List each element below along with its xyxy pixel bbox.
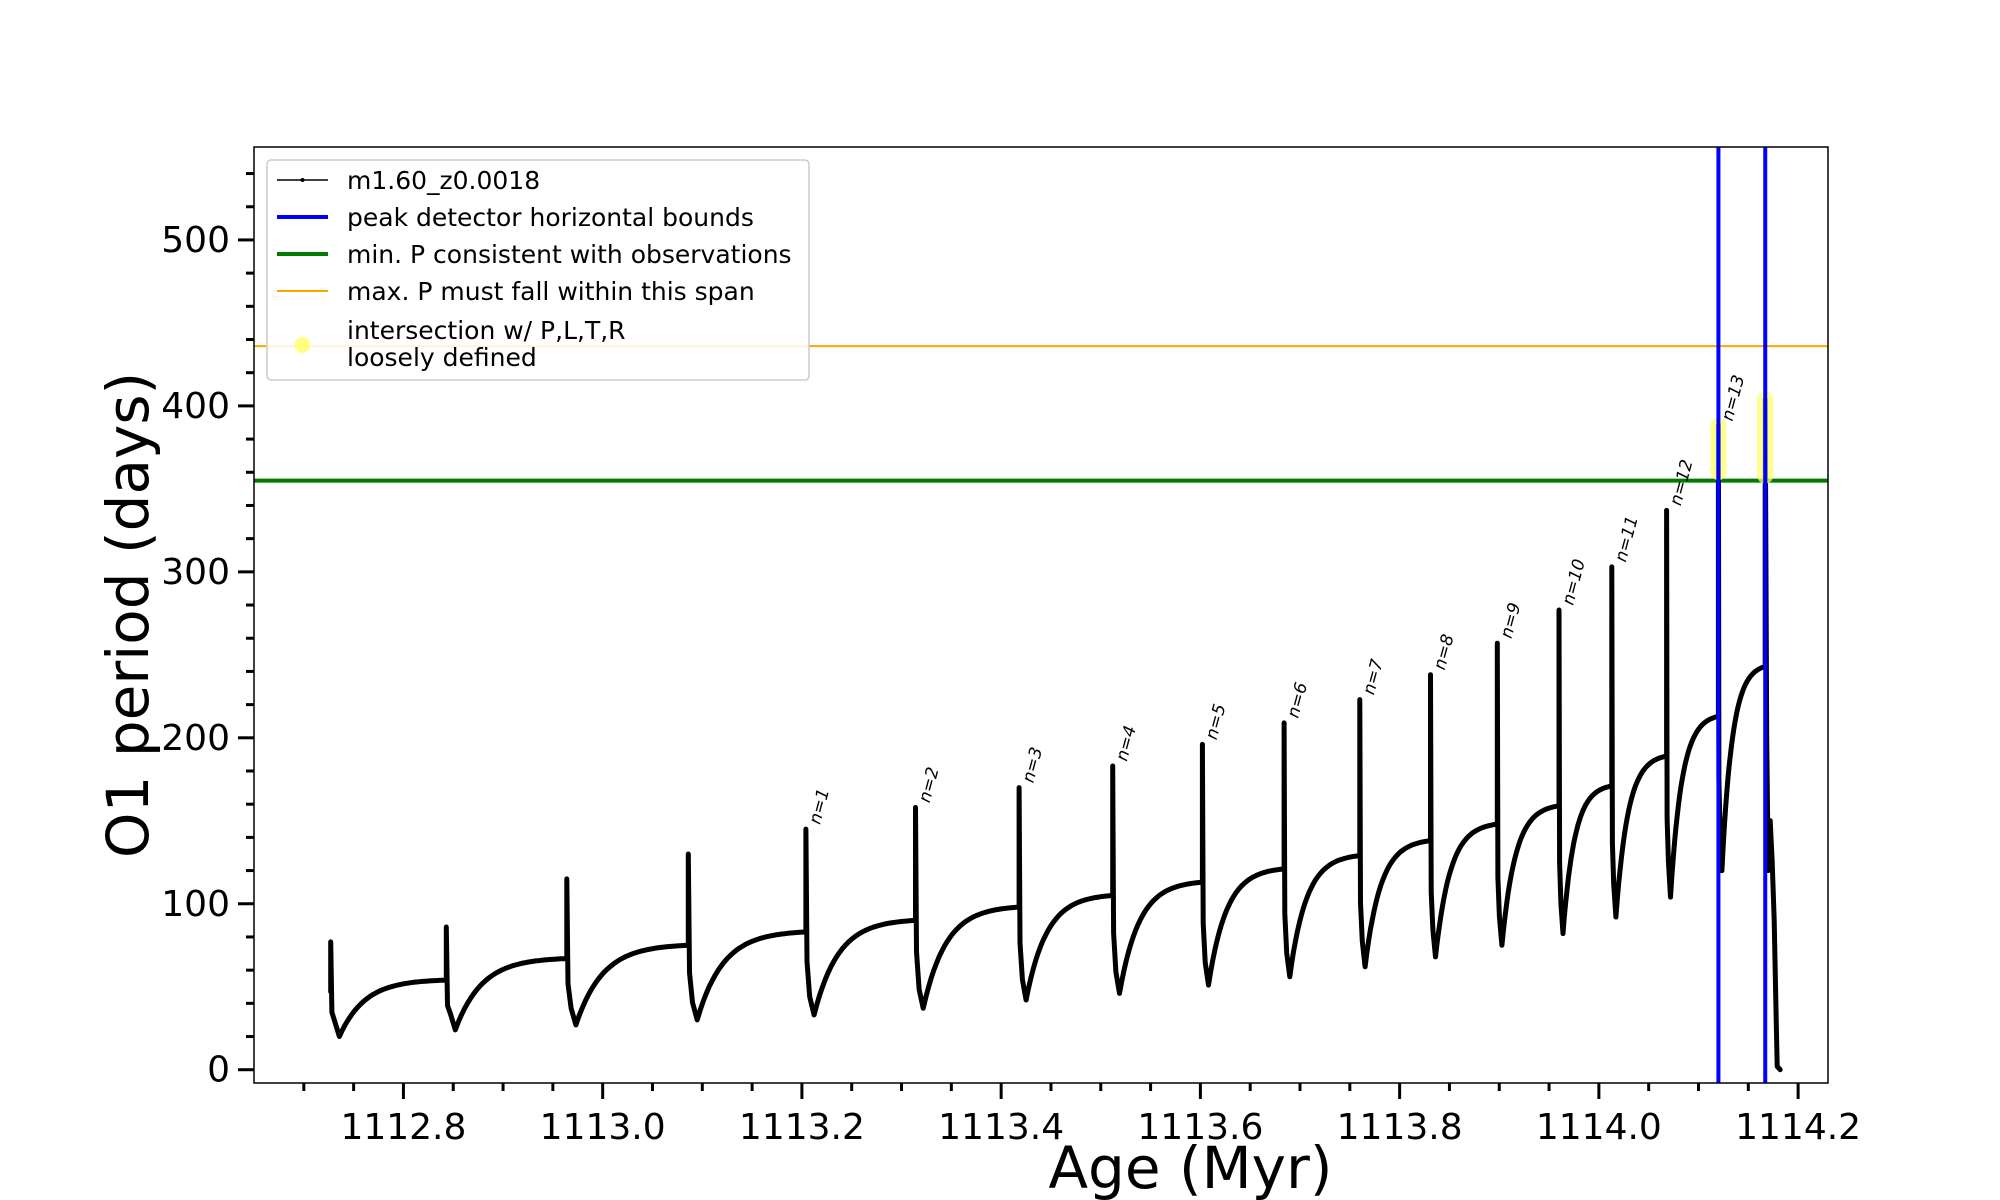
x-tick-label: 1113.2 — [739, 1107, 865, 1148]
peak-label-n4: n=4 — [1112, 724, 1141, 764]
y-tick-label: 400 — [161, 386, 230, 427]
peak-label-n3: n=3 — [1019, 745, 1048, 785]
x-tick-label: 1113.8 — [1337, 1107, 1463, 1148]
axes: 0 100 200 300 400 500 1112.8 1113.0 1113.2 1113.4… — [161, 172, 1861, 1148]
plot-area: n=1 n=2 n=3 n=4 n=5 n=6 n=7 n=8 n=9 n=10 n=11 n=12 n… — [254, 147, 1828, 1083]
legend-label-series: m1.60_z0.0018 — [347, 166, 540, 195]
peak-label-n7: n=7 — [1359, 657, 1388, 697]
y-tick-label: 500 — [161, 220, 230, 261]
y-tick-label: 0 — [207, 1050, 230, 1091]
legend-label-intersection-line2: loosely defined — [347, 343, 537, 372]
y-axis-title-group: O1 period (days) — [94, 372, 162, 858]
peak-label-n8: n=8 — [1430, 632, 1459, 672]
peak-label-n2: n=2 — [915, 765, 944, 805]
x-tick-label: 1114.0 — [1536, 1107, 1662, 1148]
x-tick-label: 1113.6 — [1137, 1107, 1263, 1148]
y-tick-label: 300 — [161, 552, 230, 593]
peak-label-n13: n=13 — [1718, 373, 1749, 423]
x-tick-label: 1113.0 — [540, 1107, 666, 1148]
legend-swatch-intersection — [294, 337, 311, 353]
x-tick-label: 1112.8 — [340, 1107, 466, 1148]
y-tick-label: 100 — [161, 884, 230, 925]
x-tick-label: 1114.2 — [1735, 1107, 1861, 1148]
peak-label-n5: n=5 — [1202, 702, 1231, 742]
peak-label-n1: n=1 — [805, 787, 834, 827]
legend-box — [266, 159, 810, 381]
peak-label-n10: n=10 — [1559, 557, 1590, 607]
legend-label-intersection: intersection w/ P,L,T,R — [347, 316, 626, 345]
legend-swatch-marker — [300, 178, 305, 182]
legend-label-max_p: max. P must fall within this span — [347, 277, 755, 306]
x-axis-title: Age (Myr) — [1048, 1134, 1332, 1200]
peak-label-n6: n=6 — [1284, 680, 1313, 720]
plot-frame — [253, 146, 1829, 1084]
series-line-m1.60_z0.0018 — [328, 396, 1783, 1073]
y-axis-title: O1 period (days) — [94, 372, 162, 858]
peak-label-n9: n=9 — [1497, 601, 1526, 641]
peak-label-n12: n=12 — [1666, 457, 1697, 507]
x-tick-label: 1113.4 — [938, 1107, 1064, 1148]
peak-label-n11: n=11 — [1611, 514, 1642, 564]
legend-label-min_p: min. P consistent with observations — [347, 240, 792, 269]
y-tick-label: 200 — [161, 718, 230, 759]
legend-label-bounds: peak detector horizontal bounds — [347, 203, 754, 232]
